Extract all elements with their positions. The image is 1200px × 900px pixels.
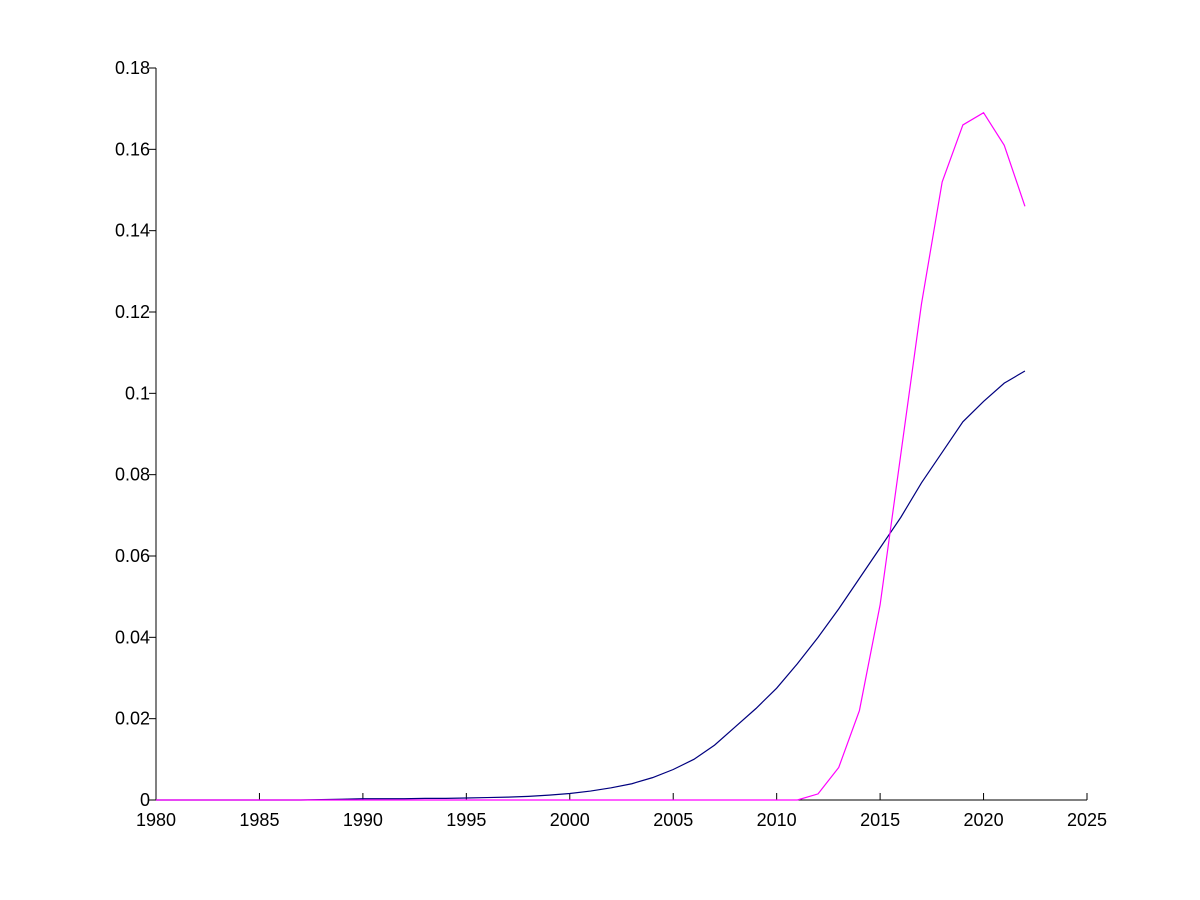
x-tick-label: 2015 <box>860 810 900 830</box>
x-tick-label: 2020 <box>964 810 1004 830</box>
y-tick-label: 0.04 <box>115 627 150 647</box>
x-tick-label: 2005 <box>653 810 693 830</box>
y-tick-label: 0.1 <box>125 383 150 403</box>
y-tick-label: 0.16 <box>115 139 150 159</box>
x-tick-label: 1980 <box>136 810 176 830</box>
y-tick-label: 0.18 <box>115 58 150 78</box>
y-tick-label: 0.08 <box>115 465 150 485</box>
x-tick-label: 2025 <box>1067 810 1107 830</box>
x-tick-label: 2010 <box>757 810 797 830</box>
x-tick-label: 1995 <box>446 810 486 830</box>
y-tick-label: 0.12 <box>115 302 150 322</box>
x-tick-label: 1985 <box>239 810 279 830</box>
y-tick-label: 0.14 <box>115 221 150 241</box>
x-tick-label: 1990 <box>343 810 383 830</box>
y-tick-label: 0.06 <box>115 546 150 566</box>
x-tick-label: 2000 <box>550 810 590 830</box>
y-tick-label: 0 <box>140 790 150 810</box>
series-line <box>156 111 1026 801</box>
y-tick-label: 0.02 <box>115 709 150 729</box>
